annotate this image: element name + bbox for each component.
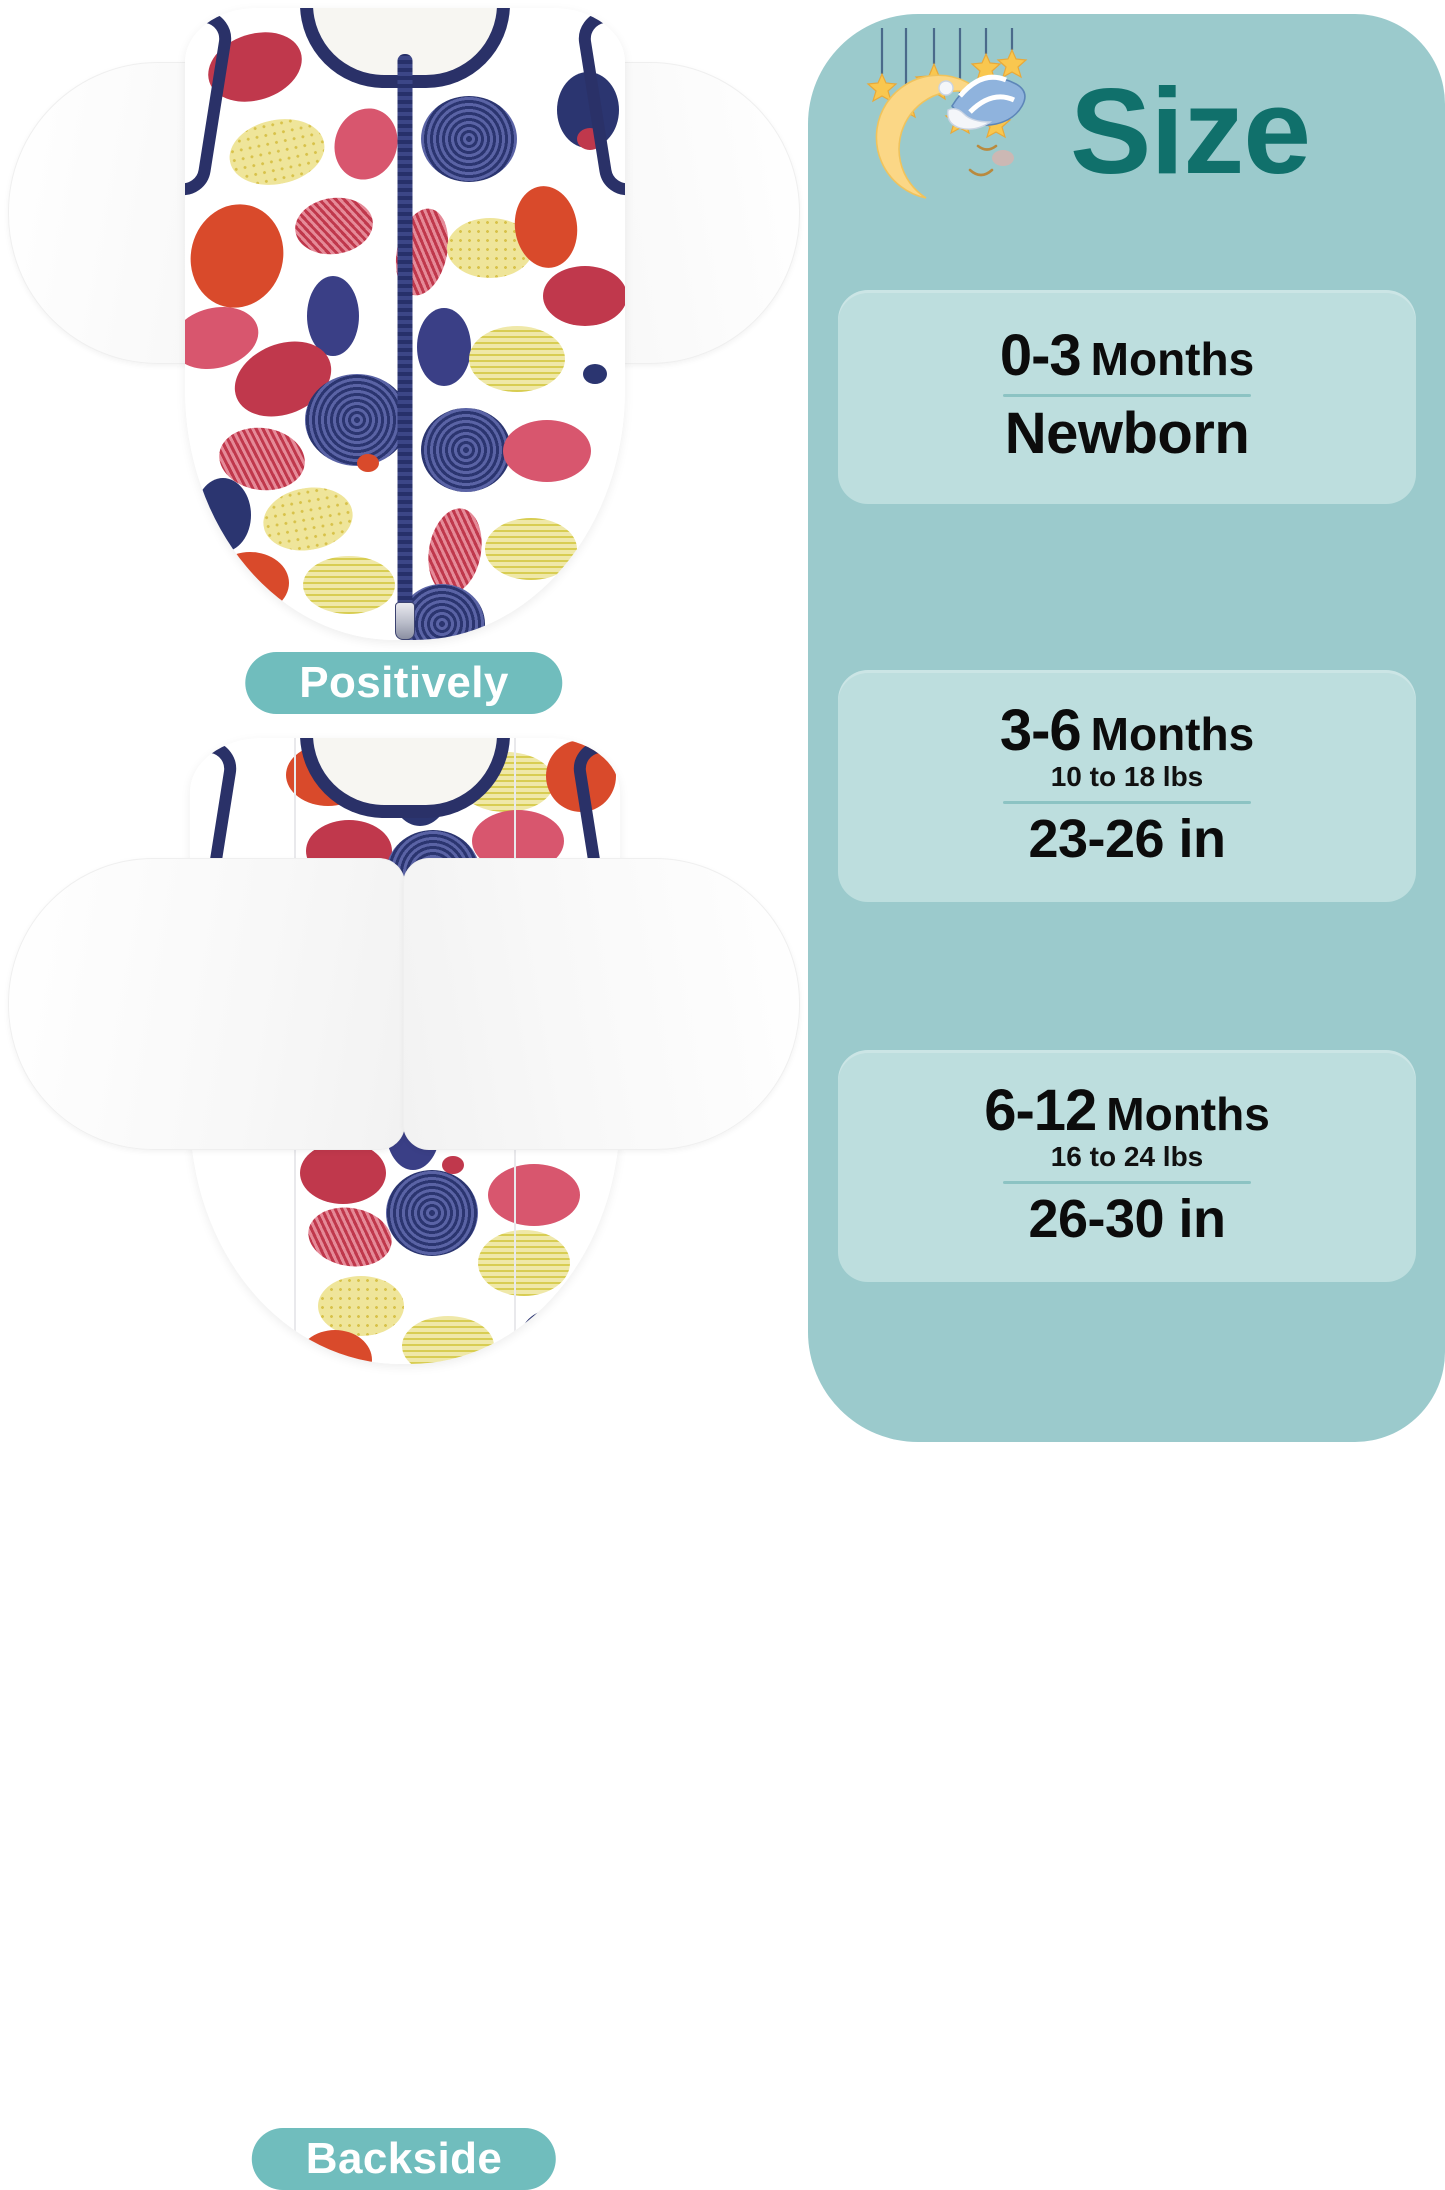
size-card-divider: [1003, 1181, 1251, 1185]
size-card-age: 0-3 Months: [1000, 326, 1255, 385]
size-card: 6-12 Months 16 to 24 lbs 26-30 in: [838, 1050, 1416, 1282]
size-card-weight: 10 to 18 lbs: [1050, 760, 1204, 792]
sleeping-moon-icon: [860, 28, 1070, 228]
size-card-measure: Newborn: [1004, 400, 1250, 466]
size-card-age-unit: Months: [1090, 332, 1255, 385]
size-card-age-unit: Months: [1090, 707, 1255, 760]
product-back-view: Backside: [0, 728, 808, 2190]
size-panel-header: Size: [808, 14, 1445, 264]
size-card-age: 3-6 Months: [1000, 701, 1255, 760]
zipper-icon: [397, 54, 413, 624]
size-chart-panel: Size 0-3 Months Newborn 3-6 Months 10 to 1…: [808, 14, 1445, 1442]
swaddle-wing-left-icon: [8, 858, 405, 1150]
garment-stage-front: [0, 0, 808, 650]
product-front-label: Positively: [245, 652, 563, 714]
size-card: 3-6 Months 10 to 18 lbs 23-26 in: [838, 670, 1416, 902]
size-card-divider: [1003, 801, 1251, 805]
garment-stage-back: [0, 728, 808, 1378]
size-card-age-range: 0-3: [999, 322, 1082, 388]
size-card-age-range: 6-12: [984, 1077, 1097, 1143]
product-back-label: Backside: [251, 2128, 557, 2190]
size-card-measure: 26-30 in: [1028, 1189, 1226, 1250]
zipper-pull-icon: [395, 602, 415, 640]
size-card-measure: 23-26 in: [1028, 809, 1226, 870]
product-front-view: Positively: [0, 0, 808, 728]
page-title: Size: [1070, 63, 1311, 199]
size-card-age: 6-12 Months: [984, 1081, 1270, 1140]
product-image-column: Positively: [0, 0, 808, 2190]
size-card: 0-3 Months Newborn: [838, 290, 1416, 504]
size-card-age-range: 3-6: [999, 697, 1082, 763]
sleep-sack-body-front: [185, 8, 625, 640]
size-card-divider: [1003, 393, 1251, 397]
size-card-weight: 16 to 24 lbs: [1050, 1140, 1204, 1172]
swaddle-wing-right-icon: [403, 858, 800, 1150]
size-card-age-unit: Months: [1106, 1087, 1270, 1140]
